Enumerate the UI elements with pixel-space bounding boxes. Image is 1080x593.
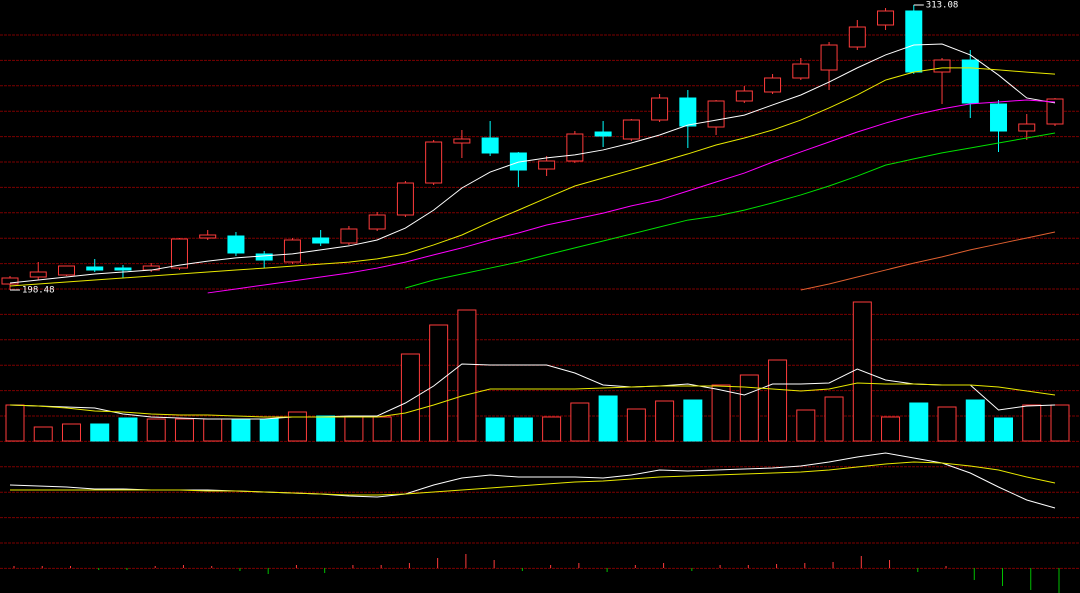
candle-body [566,133,584,162]
candle-body [114,267,132,271]
candle-body [481,137,499,154]
candle-body [368,214,386,230]
candle-body [707,100,725,128]
volume-bar [711,384,731,442]
max-label: 313.08 [926,1,959,11]
candle-body [877,10,895,26]
candle-body [820,44,838,71]
volume-bar [287,411,307,442]
volume-bar [372,416,392,442]
indicator-line [9,382,1056,418]
candle-body [1018,123,1036,132]
volume-bar [203,418,223,442]
candle-body [764,77,782,93]
candle-body [848,26,866,48]
candle-body [679,97,697,127]
candle-body [792,63,810,79]
candle-body [170,238,188,269]
volume-bar [61,423,81,442]
volume-bar [994,417,1014,442]
candle-body [227,235,245,254]
candle-body [1046,98,1064,125]
candle-body [396,182,414,216]
volume-bar [937,406,957,442]
volume-bar [909,402,929,442]
volume-bar [118,417,138,442]
min-label: 198.48 [22,286,55,296]
volume-bar [852,301,872,442]
volume-bar [881,416,901,442]
volume-bar [485,417,505,442]
candle-body [29,271,47,278]
volume-bar [174,418,194,442]
volume-bar [146,418,166,442]
volume-bar [33,426,53,442]
candle-body [538,160,556,170]
volume-bar [570,402,590,442]
indicator-line [9,67,1056,287]
volume-bar [655,400,675,442]
volume-bar [965,399,985,442]
indicator-line [10,461,1056,496]
candle-body [622,119,640,140]
candle-body [651,97,669,121]
candle-body [905,10,923,73]
volume-bar [231,418,251,442]
candle-body [594,131,612,137]
volume-bar [5,404,25,442]
candle-body [933,59,951,73]
candle-body [961,59,979,104]
candle-body [283,239,301,263]
volume-bar [683,399,703,442]
volume-bar [1050,404,1070,442]
volume-bar [542,416,562,442]
volume-bar [1022,404,1042,442]
candle-body [312,237,330,244]
candle-body [1,277,19,285]
candle-body [735,90,753,102]
volume-bar [344,416,364,442]
volume-bar [626,408,646,442]
volume-bar [824,396,844,442]
candle-body [57,265,75,276]
volume-bar [400,353,420,442]
candle-body [86,266,104,271]
volume-bar [259,418,279,442]
volume-bar [796,409,816,442]
volume-bar [316,415,336,442]
candle-body [453,138,471,144]
candle-body [199,234,217,239]
candle-body [509,152,527,171]
indicator-line [9,363,1056,420]
candle-body [425,141,443,184]
candle-body [990,103,1008,132]
volume-bar [90,423,110,442]
candle-body [340,228,358,244]
indicator-line [800,231,1056,291]
indicator-line [405,132,1056,289]
candle-body [255,253,273,261]
volume-bar [429,324,449,442]
indicator-line [9,452,1056,509]
volume-bar [598,395,618,442]
volume-bar [768,359,788,442]
volume-bar [513,417,533,442]
indicator-line [9,43,1056,284]
volume-bar [739,374,759,442]
volume-bar [457,309,477,442]
indicator-line [207,99,1056,294]
